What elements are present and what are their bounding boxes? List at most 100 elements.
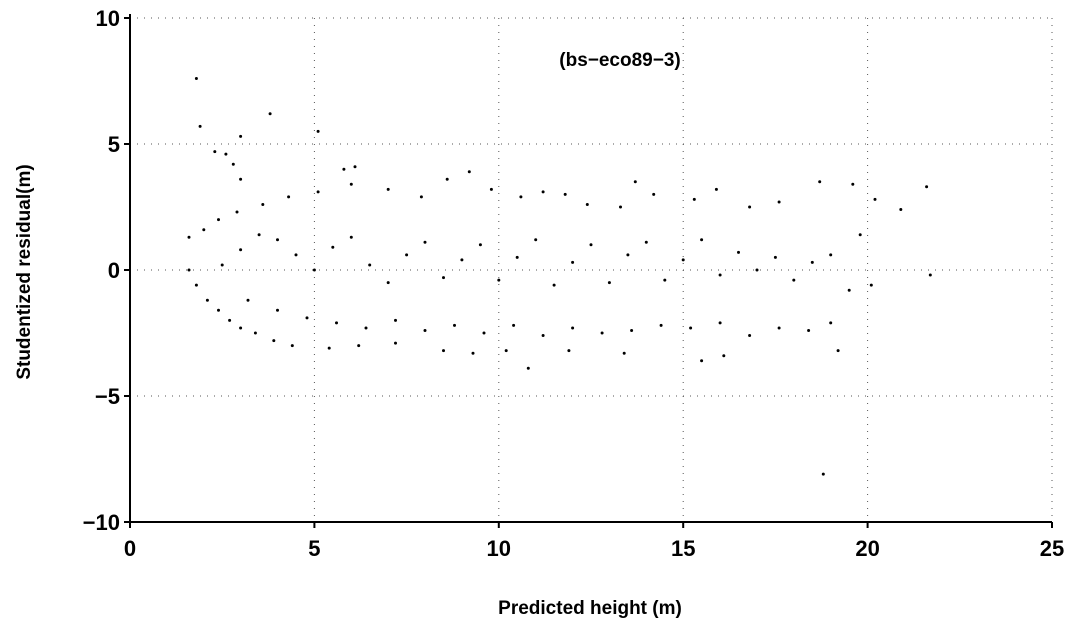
data-point	[589, 243, 593, 247]
data-point	[567, 349, 571, 353]
data-point	[722, 354, 726, 358]
data-point	[198, 124, 202, 128]
data-point	[869, 283, 873, 287]
data-point	[364, 326, 368, 330]
data-point	[755, 268, 759, 272]
data-point	[663, 278, 667, 282]
data-point	[773, 255, 777, 259]
y-tick-label: 0	[108, 258, 120, 283]
data-point	[600, 331, 604, 335]
data-point	[851, 182, 855, 186]
data-point	[519, 195, 523, 199]
data-point	[467, 170, 471, 174]
data-point	[512, 323, 516, 327]
data-point	[213, 150, 217, 154]
data-point	[847, 288, 851, 292]
data-point	[349, 182, 353, 186]
data-point	[453, 323, 456, 327]
data-point	[899, 208, 903, 211]
data-point	[644, 240, 648, 244]
x-tick-label: 5	[308, 536, 320, 561]
data-point	[224, 152, 228, 156]
data-point	[607, 281, 611, 285]
data-point	[187, 235, 191, 239]
data-point	[386, 187, 390, 191]
data-point	[482, 331, 486, 335]
data-point	[626, 253, 630, 257]
data-point	[268, 112, 272, 116]
y-tick-label: −10	[83, 510, 120, 535]
data-point	[327, 346, 331, 350]
data-point	[928, 273, 932, 277]
data-point	[335, 321, 338, 325]
data-point	[235, 210, 239, 214]
data-point	[290, 344, 294, 348]
grid	[130, 17, 1053, 522]
data-point	[515, 255, 519, 259]
chart-annotation: (bs−eco89−3)	[559, 50, 680, 71]
data-point	[652, 192, 656, 196]
data-point	[619, 205, 622, 209]
data-point	[405, 253, 409, 257]
data-point	[489, 187, 493, 191]
x-tick-label: 20	[855, 536, 879, 561]
data-point	[526, 366, 530, 370]
data-point	[633, 180, 637, 184]
data-point	[585, 203, 589, 206]
data-point	[316, 129, 320, 133]
data-point	[187, 268, 191, 272]
data-point	[460, 258, 464, 262]
data-point	[748, 205, 752, 209]
data-point	[423, 329, 427, 332]
data-point	[217, 308, 220, 312]
data-point	[737, 250, 740, 254]
data-point	[331, 245, 335, 249]
data-point	[312, 268, 316, 272]
data-point	[217, 218, 220, 222]
data-point	[419, 195, 423, 199]
data-point	[836, 349, 840, 353]
data-point	[276, 238, 279, 242]
data-point	[748, 334, 752, 337]
data-point	[497, 278, 501, 282]
data-point	[349, 235, 353, 239]
data-point	[272, 339, 276, 343]
axes	[124, 14, 1053, 528]
x-tick-label: 0	[124, 536, 136, 561]
x-tick-label: 15	[671, 536, 695, 561]
data-point	[305, 316, 309, 320]
data-point	[714, 187, 718, 191]
data-point	[630, 329, 634, 332]
data-point	[246, 298, 250, 302]
data-point	[442, 276, 445, 280]
data-point	[689, 326, 693, 330]
data-point	[394, 341, 397, 345]
data-point	[873, 197, 877, 201]
data-point	[829, 253, 833, 257]
y-tick-label: 10	[96, 6, 120, 31]
data-point	[287, 195, 291, 199]
data-point	[228, 318, 232, 322]
data-point	[368, 263, 372, 267]
data-point	[563, 192, 567, 196]
data-point	[792, 278, 796, 282]
data-point	[353, 165, 357, 169]
data-point	[261, 203, 265, 206]
data-point	[239, 248, 243, 252]
data-point	[504, 349, 508, 353]
x-axis-label: Predicted height (m)	[498, 598, 682, 619]
data-points	[187, 77, 932, 476]
data-point	[571, 260, 575, 264]
data-point	[541, 190, 545, 194]
x-tick-label: 25	[1040, 536, 1064, 561]
data-point	[681, 258, 685, 262]
data-point	[692, 197, 696, 201]
data-point	[471, 351, 475, 355]
data-point	[718, 273, 722, 277]
data-point	[478, 243, 482, 247]
data-point	[700, 238, 704, 242]
data-point	[659, 323, 663, 327]
data-point	[257, 233, 261, 237]
data-point	[294, 253, 298, 257]
data-point	[194, 283, 198, 287]
